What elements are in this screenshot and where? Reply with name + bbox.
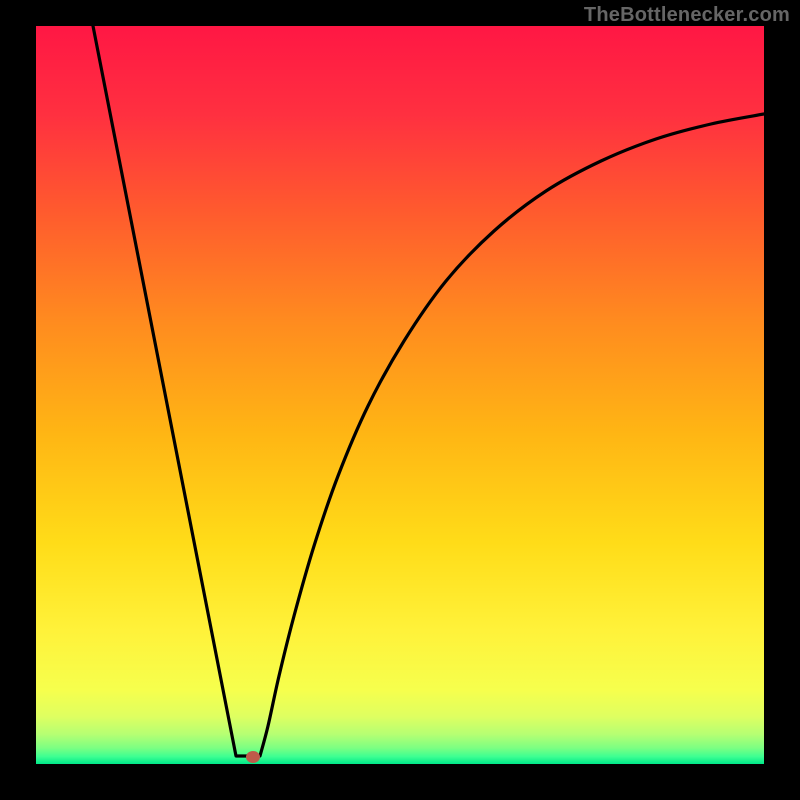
minimum-marker [246,751,260,763]
plot-area [36,26,764,764]
watermark-text: TheBottlenecker.com [584,4,790,27]
curve-svg [36,26,764,764]
chart-container: TheBottlenecker.com [0,0,800,800]
